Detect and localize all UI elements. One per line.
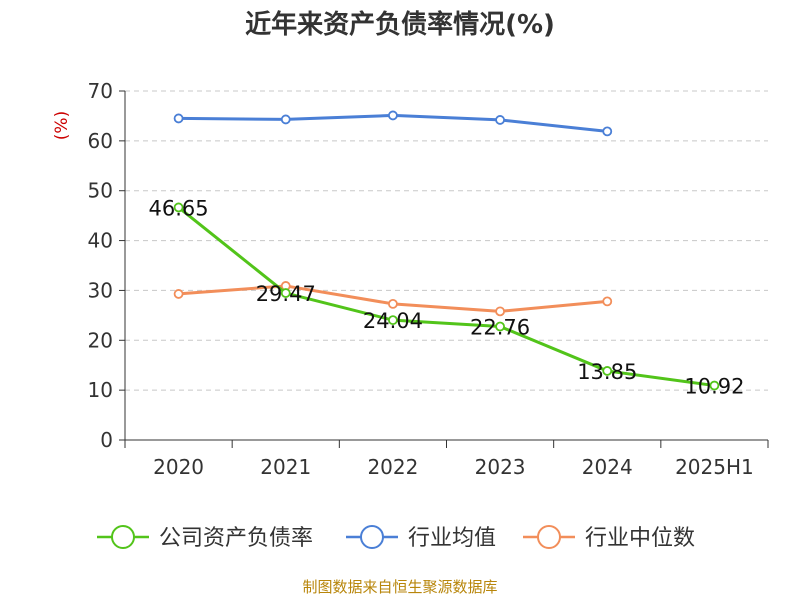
data-point — [602, 366, 613, 376]
data-point — [495, 306, 505, 317]
y-tick-label: 0 — [100, 428, 113, 452]
x-tick-label: 2020 — [153, 455, 204, 479]
y-tick-label: 50 — [88, 179, 113, 203]
data-point — [173, 202, 184, 213]
series-lines — [173, 110, 720, 391]
x-tick-label: 2021 — [260, 455, 311, 479]
data-point — [495, 115, 505, 125]
data-point — [388, 298, 398, 309]
data-label: 46.65 — [149, 196, 209, 220]
axes: 0 10 20 30 40 50 60 70 2020 2021 2022 2023 2024 2025H… — [52, 79, 769, 479]
legend-marker — [111, 525, 135, 549]
data-point — [602, 126, 613, 137]
x-tick-label: 2023 — [475, 455, 526, 479]
y-tick-label: 30 — [88, 278, 113, 302]
data-labels: 46.65 29.47 24.04 22.76 13.85 10.92 — [149, 196, 745, 398]
x-tick-label: 2025H1 — [675, 455, 754, 479]
y-tick-label: 10 — [88, 378, 113, 402]
data-label: 10.92 — [684, 375, 744, 399]
legend: 公司资产负债率 行业均值 行业中位数 — [97, 525, 695, 551]
data-point — [388, 110, 398, 121]
x-tick-label: 2024 — [582, 455, 633, 479]
y-tick-label: 70 — [88, 79, 113, 103]
data-label: 29.47 — [256, 282, 316, 306]
data-label: 24.04 — [363, 309, 423, 333]
y-tick-label: 20 — [88, 328, 113, 352]
data-point — [602, 296, 613, 307]
data-point — [280, 114, 291, 125]
data-point — [173, 113, 184, 124]
data-point — [388, 315, 398, 326]
source-note: 制图数据来自恒生聚源数据库 — [302, 578, 498, 596]
grid-lines — [125, 90, 768, 391]
y-axis-label: (%) — [52, 111, 72, 140]
data-point — [280, 288, 291, 298]
data-point — [173, 289, 184, 299]
legend-marker — [537, 525, 561, 549]
data-point — [495, 321, 505, 332]
data-point — [709, 380, 720, 391]
chart-title: 近年来资产负债率情况(%) — [245, 10, 555, 40]
legend-marker — [360, 525, 384, 549]
legend-label: 行业均值 — [408, 526, 496, 551]
y-tick-label: 60 — [88, 129, 113, 153]
data-label: 22.76 — [470, 316, 530, 340]
y-tick-label: 40 — [88, 229, 113, 253]
x-tick-label: 2022 — [367, 455, 418, 479]
legend-label: 公司资产负债率 — [159, 526, 313, 551]
legend-label: 行业中位数 — [585, 526, 695, 551]
series-line-0 — [177, 206, 715, 388]
data-label: 13.85 — [577, 360, 637, 384]
